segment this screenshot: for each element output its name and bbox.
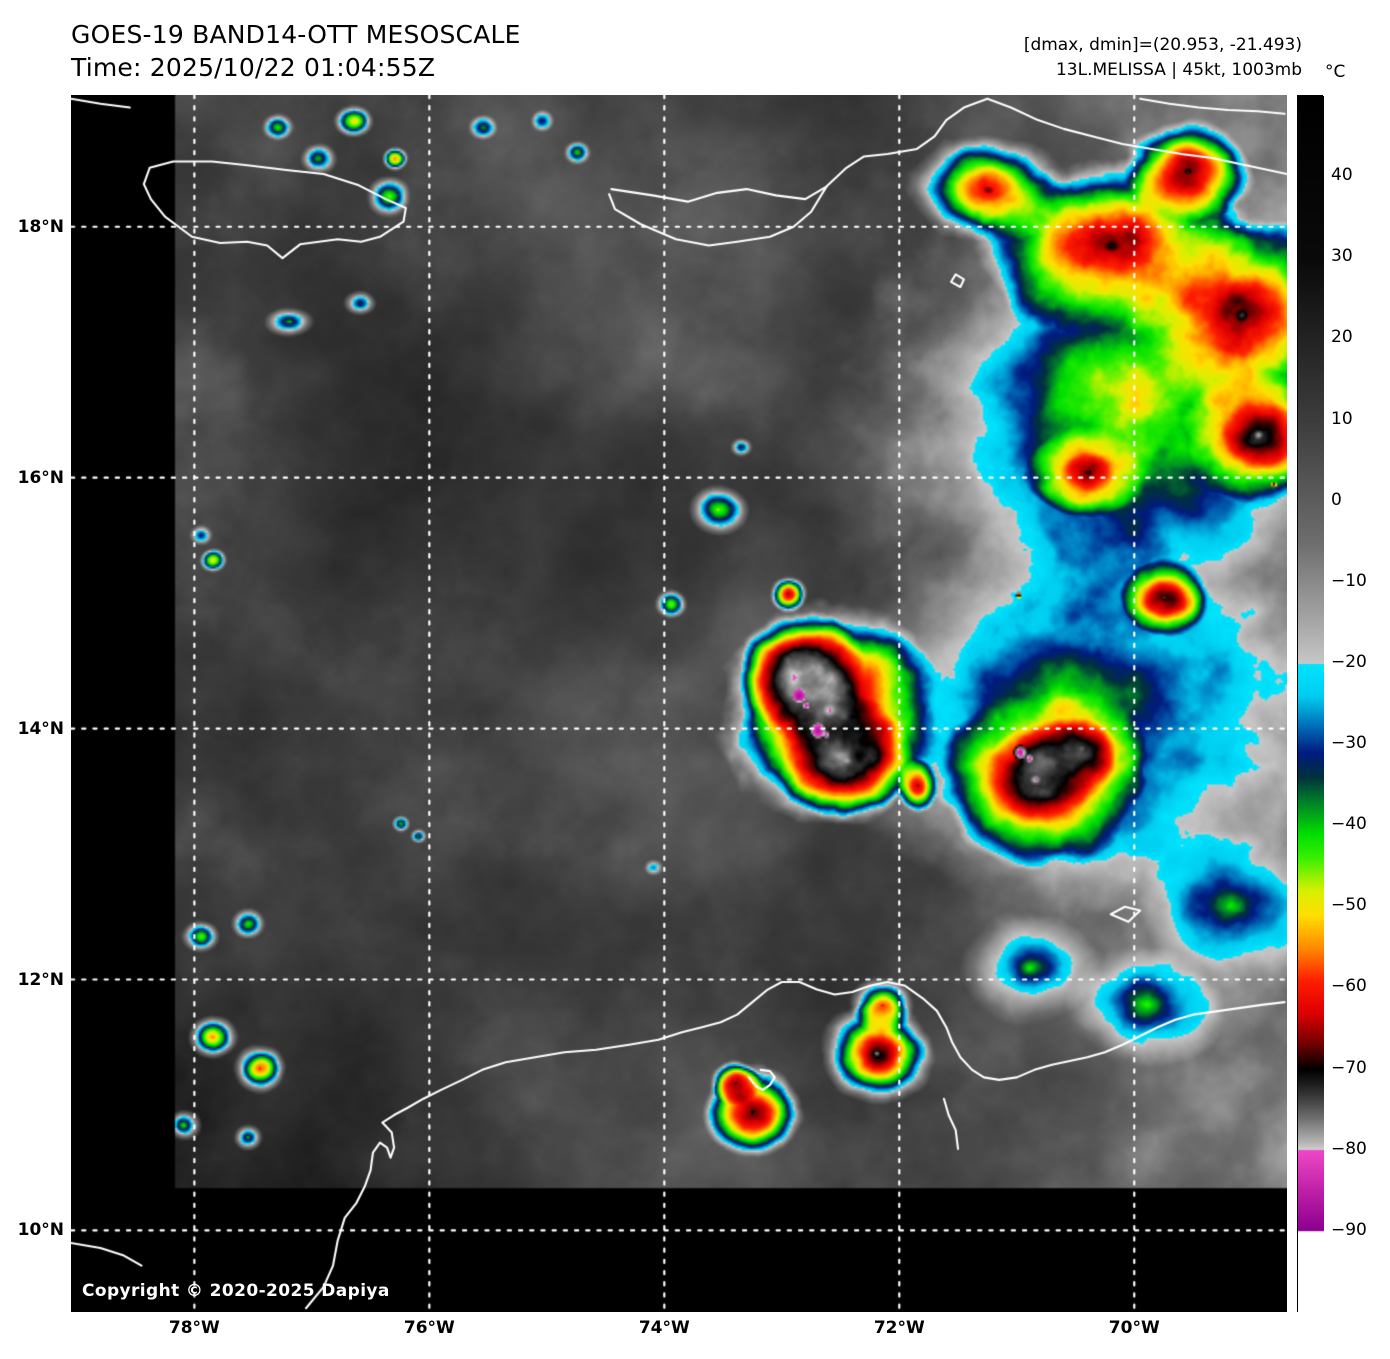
colorbar-tick-10: 10 [1331, 408, 1353, 429]
title-block: GOES-19 BAND14-OTT MESOSCALE Time: 2025/… [71, 18, 521, 84]
page-title: GOES-19 BAND14-OTT MESOSCALE [71, 20, 521, 49]
longitude-tick-74: 74°W [638, 1318, 690, 1338]
latitude-tick-10: 10°N [17, 1220, 64, 1241]
latitude-tick-18: 18°N [17, 216, 64, 237]
longitude-tick-70: 70°W [1108, 1318, 1160, 1338]
colorbar-tick--80: −80 [1331, 1138, 1367, 1159]
timestamp-label: Time: 2025/10/22 01:04:55Z [71, 53, 436, 82]
colorbar-tick--30: −30 [1331, 733, 1367, 754]
copyright-label: Copyright © 2020-2025 Dapiya [82, 1281, 390, 1301]
latitude-tick-16: 16°N [17, 467, 64, 488]
colorbar-gradient [1298, 96, 1324, 1313]
latitude-tick-12: 12°N [17, 969, 64, 990]
colorbar-tick-30: 30 [1331, 246, 1353, 267]
satellite-map[interactable] [71, 95, 1287, 1312]
dmax-dmin-label: [dmax, dmin]=(20.953, -21.493) [1023, 35, 1302, 55]
colorbar-unit-label: °C [1325, 62, 1346, 82]
colorbar-tick--70: −70 [1331, 1057, 1367, 1078]
colorbar-tick-0: 0 [1331, 489, 1342, 510]
coastline-and-grid-layer [71, 95, 1287, 1312]
metadata-block: [dmax, dmin]=(20.953, -21.493) 13L.MELIS… [1024, 33, 1302, 82]
colorbar-tick--10: −10 [1331, 570, 1367, 591]
colorbar-tick-40: 40 [1331, 165, 1353, 186]
longitude-tick-72: 72°W [873, 1318, 925, 1338]
colorbar-tick--40: −40 [1331, 814, 1367, 835]
colorbar-tick--50: −50 [1331, 895, 1367, 916]
latitude-tick-14: 14°N [17, 718, 64, 739]
longitude-tick-76: 76°W [403, 1318, 455, 1338]
storm-info-label: 13L.MELISSA | 45kt, 1003mb [1055, 59, 1302, 80]
colorbar[interactable] [1297, 95, 1324, 1313]
colorbar-tick--20: −20 [1331, 651, 1367, 672]
longitude-tick-78: 78°W [168, 1318, 220, 1338]
colorbar-tick-20: 20 [1331, 327, 1353, 348]
colorbar-tick--90: −90 [1331, 1219, 1367, 1240]
colorbar-tick--60: −60 [1331, 976, 1367, 997]
